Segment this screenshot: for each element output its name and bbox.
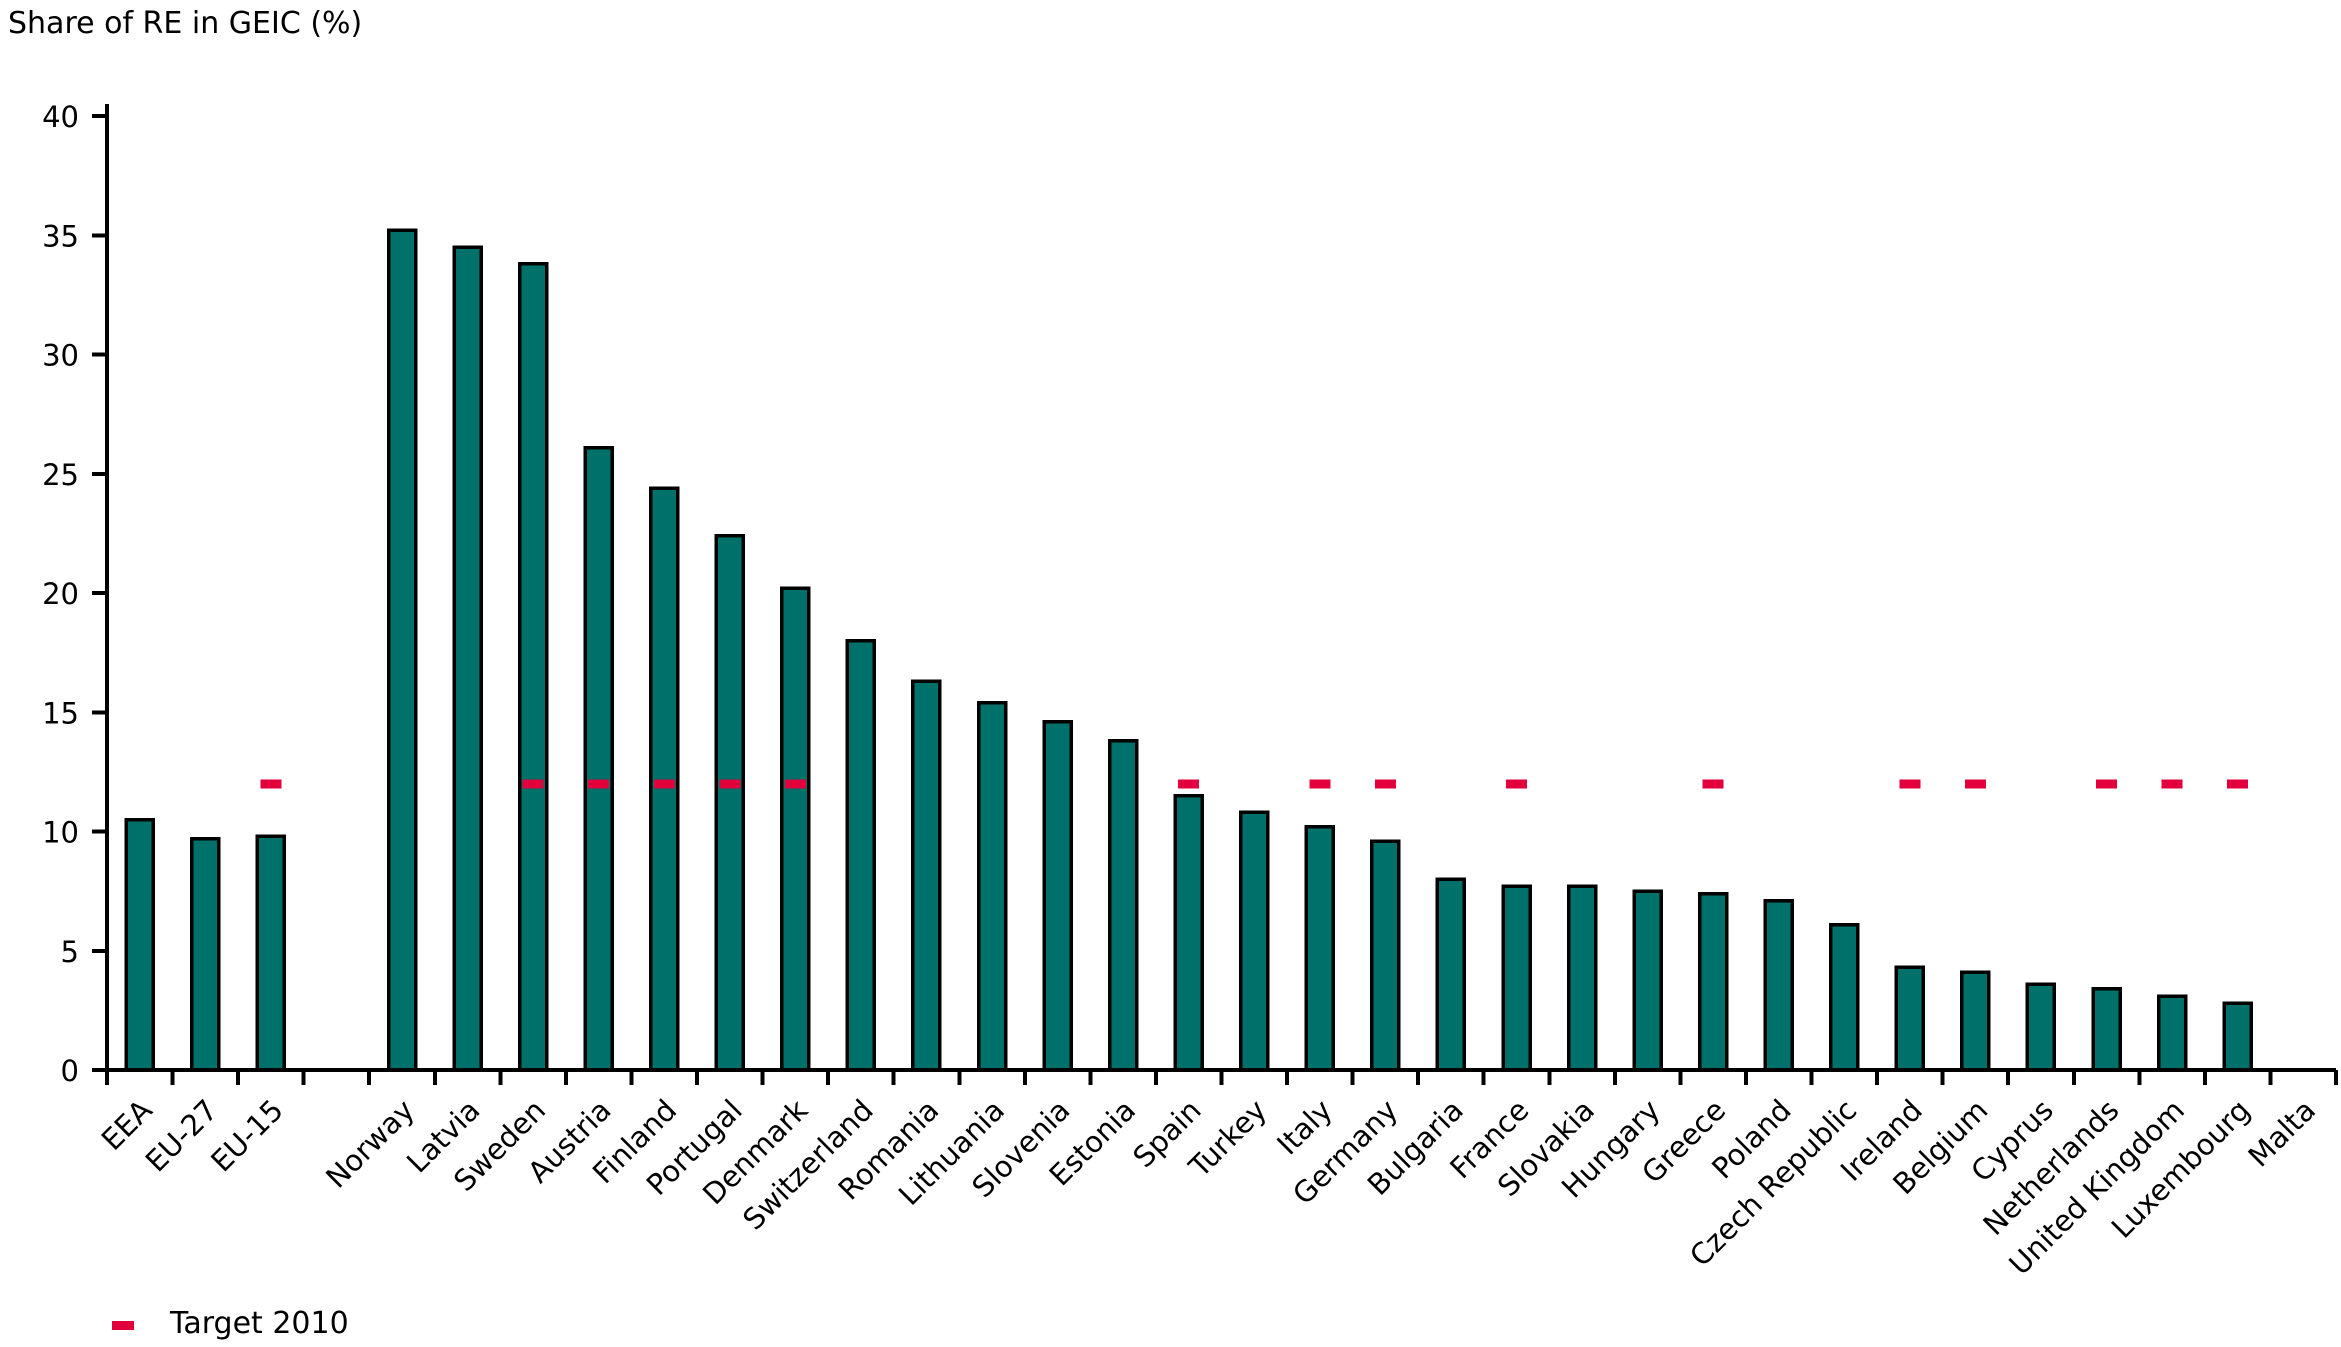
y-axis-tick-label: 25 (42, 458, 79, 492)
target-dash-denmark (784, 779, 806, 789)
bar-austria (583, 445, 614, 1072)
bar-eea (124, 817, 156, 1072)
bar-eu-15 (255, 834, 287, 1072)
y-axis-tick-label: 15 (42, 696, 79, 730)
y-axis-tick-label: 10 (42, 816, 79, 850)
bar-france (1501, 884, 1532, 1072)
bar-greece (1697, 891, 1729, 1072)
target-dash-belgium (1964, 779, 1986, 789)
bar-bulgaria (1435, 877, 1467, 1072)
bar-poland (1763, 898, 1794, 1072)
y-axis-tick-label: 20 (42, 577, 79, 611)
chart-title: Share of RE in GEIC (%) (8, 6, 363, 41)
bar-hungary (1632, 889, 1663, 1072)
bar-italy (1304, 824, 1336, 1072)
bar-czech-republic (1829, 922, 1860, 1072)
bar-sweden (517, 262, 549, 1072)
bar-latvia (452, 245, 483, 1072)
target-dash-netherlands (2096, 779, 2118, 789)
target-dash-greece (1702, 779, 1724, 789)
target-dash-italy (1309, 779, 1331, 789)
bar-cyprus (2025, 982, 2057, 1072)
legend-label: Target 2010 (170, 1306, 349, 1341)
y-axis-tick-label: 30 (42, 339, 79, 373)
x-label-eu-15: EU-15 (204, 1093, 290, 1179)
x-label-eu-27: EU-27 (139, 1093, 225, 1179)
bar-portugal (714, 534, 746, 1072)
bar-finland (649, 486, 680, 1072)
target-dash-united-kingdom (2161, 779, 2183, 789)
bar-germany (1370, 839, 1401, 1072)
y-axis-tick-label: 40 (42, 100, 79, 134)
target-2010-legend-dash-icon (112, 1321, 134, 1330)
bar-ireland (1894, 965, 1926, 1072)
target-dash-ireland (1899, 779, 1921, 789)
legend: Target 2010 (112, 1306, 349, 1341)
bar-switzerland (845, 638, 877, 1072)
x-label-norway: Norway (319, 1093, 421, 1195)
target-dash-spain (1178, 779, 1200, 789)
bar-spain (1173, 793, 1204, 1072)
y-axis-tick-label: 5 (61, 935, 79, 969)
y-axis-tick-label: 0 (61, 1054, 79, 1088)
target-dash-germany (1374, 779, 1396, 789)
y-axis-tick-label: 35 (42, 219, 79, 253)
bar-romania (911, 679, 942, 1072)
bar-united-kingdom (2156, 994, 2188, 1072)
target-dash-portugal (719, 779, 741, 789)
target-dash-finland (653, 779, 675, 789)
target-dash-austria (588, 779, 610, 789)
bar-netherlands (2091, 987, 2122, 1072)
bar-denmark (780, 586, 811, 1072)
target-dash-sweden (522, 779, 544, 789)
bar-slovenia (1042, 720, 1073, 1072)
bar-turkey (1239, 810, 1270, 1072)
bar-belgium (1960, 970, 1991, 1072)
bar-estonia (1107, 739, 1139, 1072)
bar-luxembourg (2222, 1001, 2253, 1072)
target-dash-france (1506, 779, 1528, 789)
bar-norway (386, 228, 418, 1072)
bar-slovakia (1566, 884, 1598, 1072)
target-dash-eu-15 (260, 779, 282, 789)
x-label-malta: Malta (2242, 1093, 2323, 1174)
bar-eu-27 (190, 836, 221, 1072)
target-dash-luxembourg (2227, 779, 2249, 789)
bar-lithuania (976, 700, 1008, 1072)
